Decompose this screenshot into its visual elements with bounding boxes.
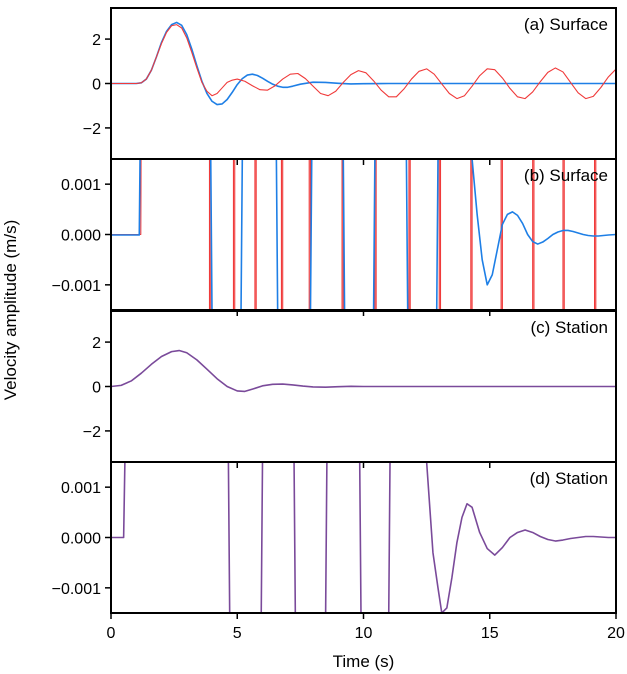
y-tick-label: −2: [83, 121, 101, 138]
y-axis-title: Velocity amplitude (m/s): [1, 220, 20, 400]
x-tick-label: 10: [355, 625, 373, 642]
y-tick-label: 0.001: [61, 177, 101, 194]
series-line-blue: [111, 159, 616, 310]
y-tick-label: 0.001: [61, 480, 101, 497]
series-line-purple: [111, 462, 616, 613]
panel-2: −0.001 0.000 0.001 (b) Surface: [52, 158, 617, 316]
series-line-purple: [111, 349, 616, 393]
panel-1: −2 0 2 (a) Surface: [83, 7, 617, 165]
series-group: [111, 349, 616, 393]
y-tick-label: −2: [83, 424, 101, 441]
panels-group: −2 0 2 (a) Surface −0.001 0.000 0.001 (b) Surfa…: [52, 7, 625, 642]
panel-label: (c) Station: [531, 318, 608, 337]
x-tick-label: 0: [107, 625, 116, 642]
panel-label: (d) Station: [530, 469, 608, 488]
series-group: [111, 462, 616, 613]
series-group: [111, 21, 616, 106]
x-axis-title: Time (s): [333, 652, 395, 671]
series-group: [111, 159, 616, 310]
panel-label: (a) Surface: [524, 15, 608, 34]
x-tick-label: 20: [607, 625, 625, 642]
y-tick-label: 0: [92, 77, 101, 94]
x-tick-label: 5: [233, 625, 242, 642]
y-tick-label: 0.000: [61, 531, 101, 548]
x-tick-label: 15: [481, 625, 499, 642]
y-tick-label: 0.000: [61, 228, 101, 245]
y-tick-label: −0.001: [52, 581, 101, 598]
series-line-red: [111, 24, 616, 100]
panel-4: −0.001 0.000 0.001 0 5 10 15 20 (d) Station: [52, 461, 625, 642]
series-line-blue: [111, 21, 616, 106]
panel-3: −2 0 2 (c) Station: [83, 310, 617, 468]
y-tick-label: 0: [92, 380, 101, 397]
y-tick-label: 2: [92, 335, 101, 352]
y-tick-label: −0.001: [52, 278, 101, 295]
panel-label: (b) Surface: [524, 166, 608, 185]
y-tick-label: 2: [92, 32, 101, 49]
